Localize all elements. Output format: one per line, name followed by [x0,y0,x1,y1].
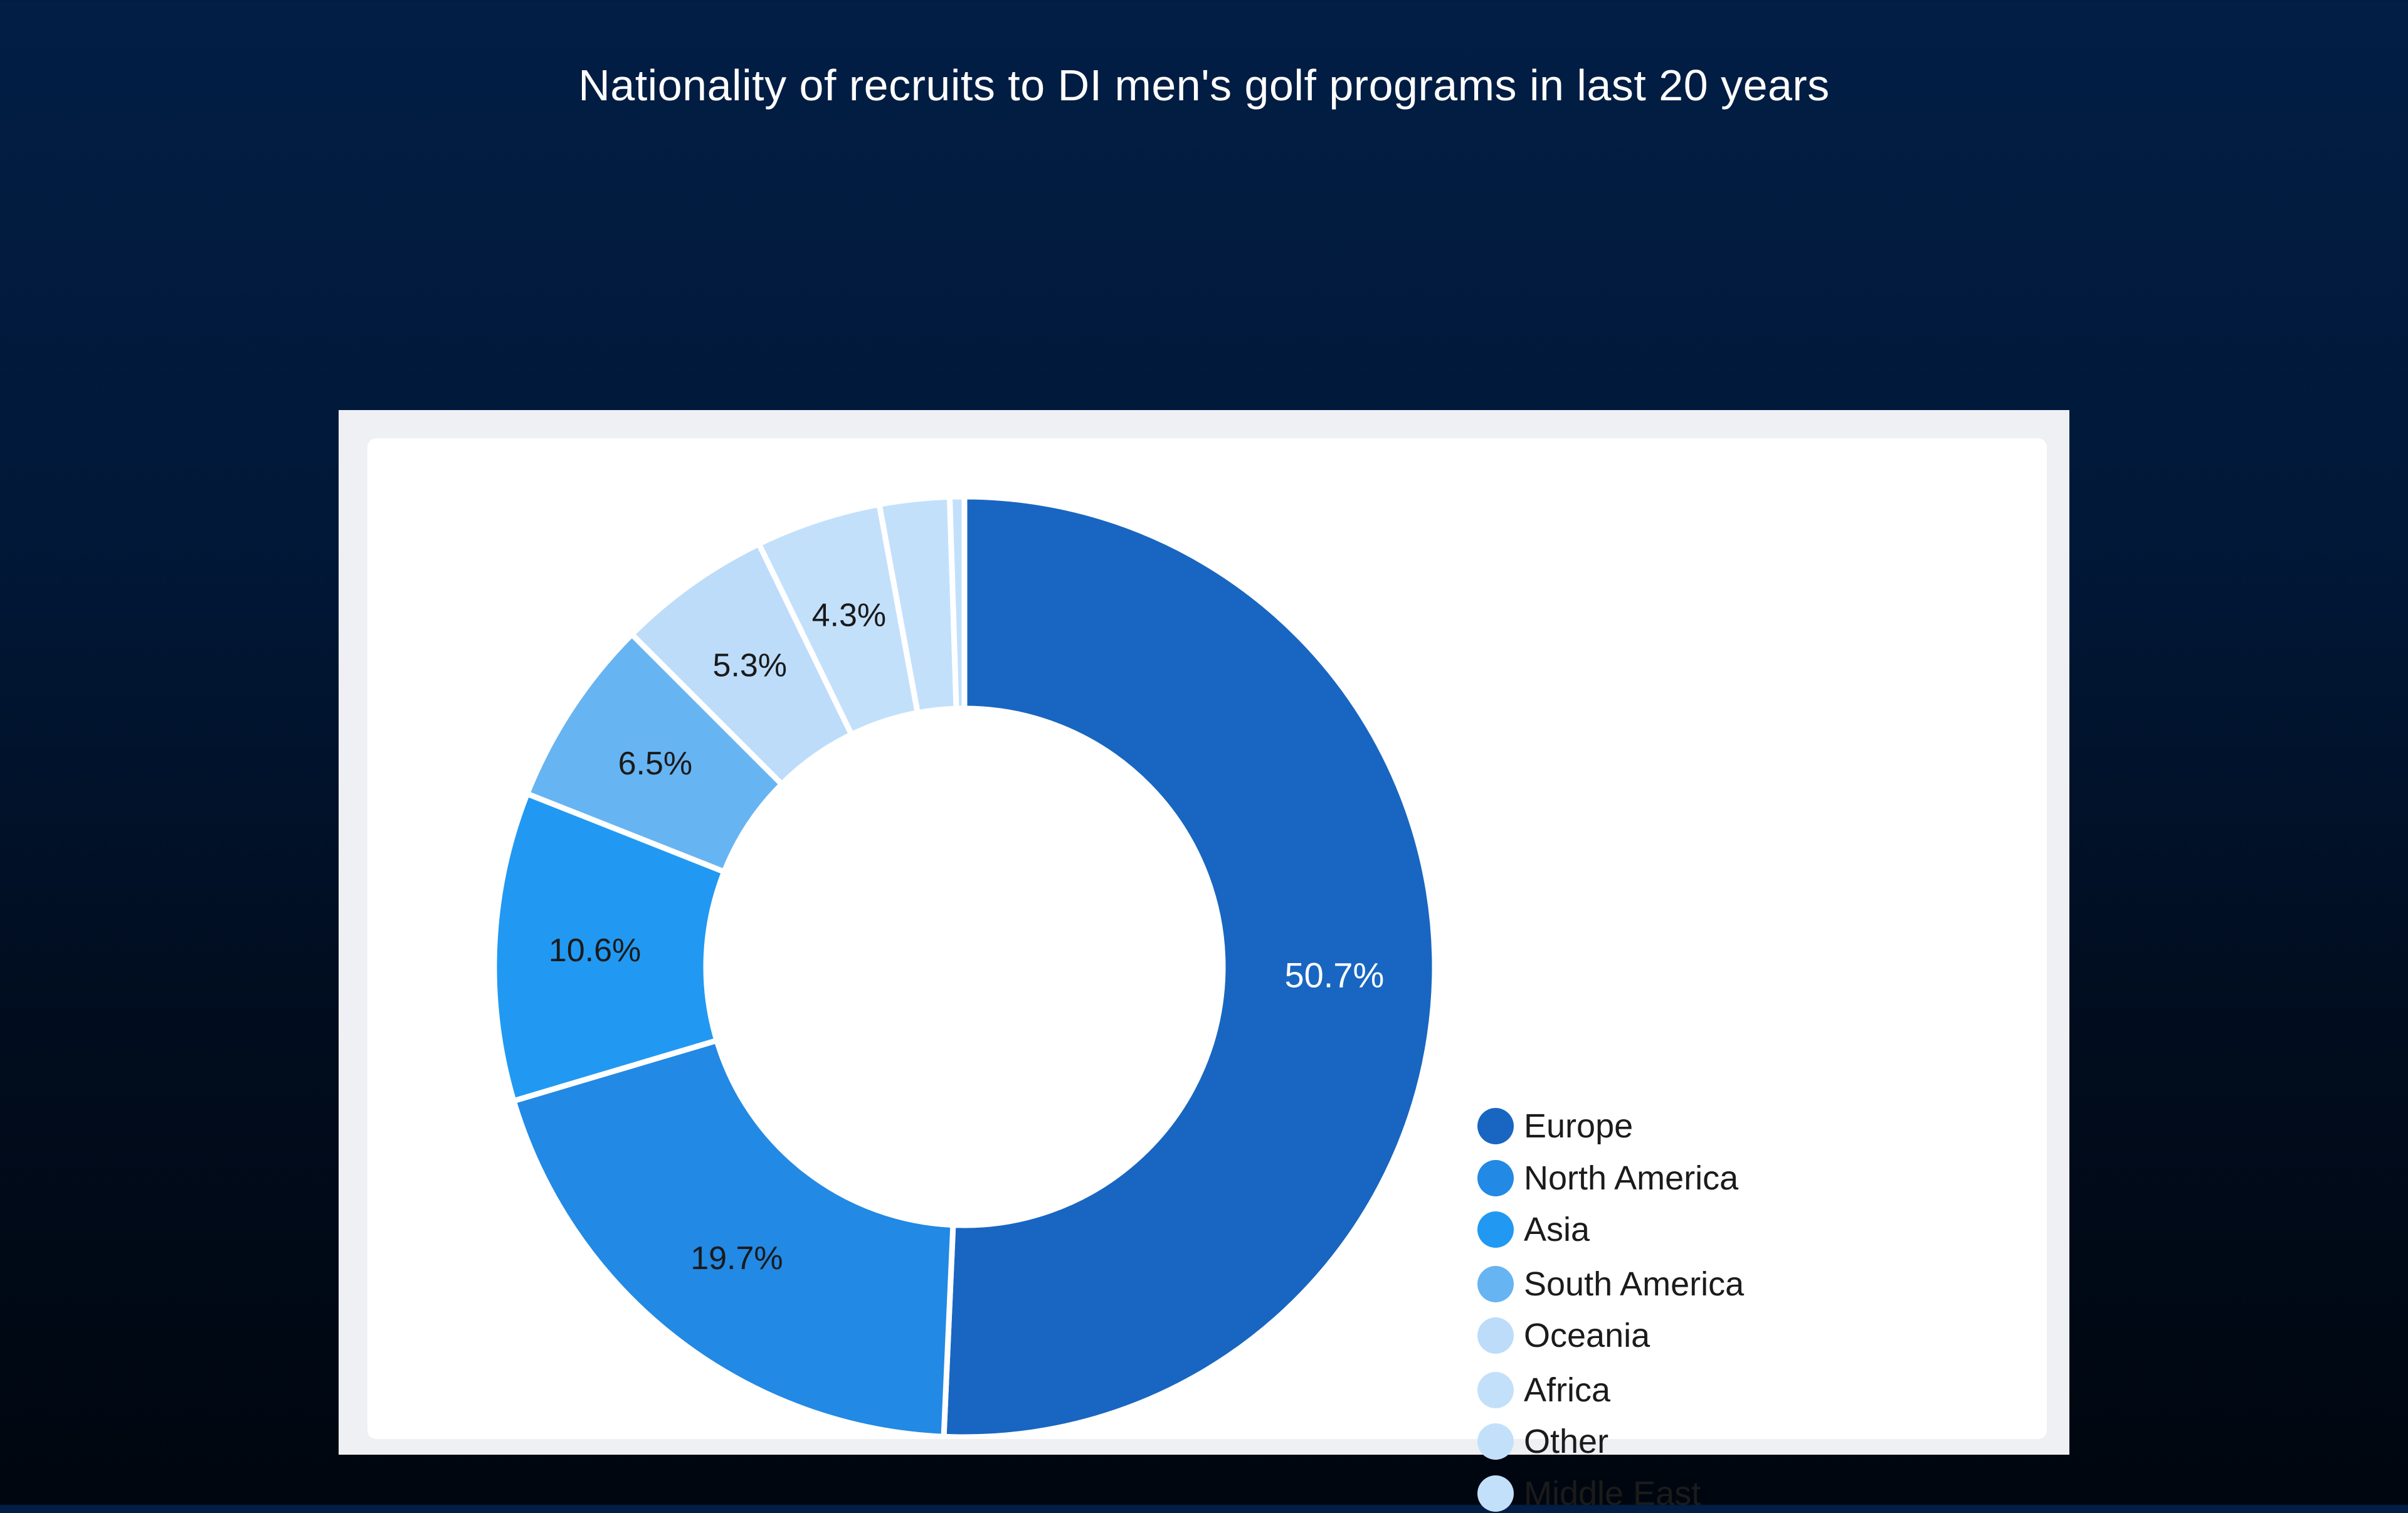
donut-slice-asia [491,790,728,1105]
legend-label-south-america: South America [1524,1265,1745,1303]
legend-swatch-oceania [1477,1317,1514,1354]
slice-label-north-america: 19.7% [690,1240,783,1277]
legend-label-other: Other [1524,1423,1609,1460]
page-title: Nationality of recruits to DI men's golf… [578,61,1830,110]
legend-item-asia: Asia [1477,1211,1590,1248]
legend-label-oceania: Oceania [1524,1317,1650,1354]
slice-label-south-america: 6.5% [618,746,693,782]
donut-slice-labels: 50.7% 19.7% 10.6% 6.5% 5.3% 4.3% [549,597,1384,1277]
donut-slice-europe [941,493,1438,1439]
slice-label-africa: 4.3% [812,597,887,633]
slice-label-europe: 50.7% [1284,955,1384,994]
legend-item-north-america: North America [1477,1159,1738,1197]
legend-item-oceania: Oceania [1477,1317,1650,1354]
donut-slice-middle-east [946,493,968,712]
legend-swatch-other [1477,1423,1514,1460]
legend-swatch-middle-east [1477,1475,1514,1512]
legend-label-north-america: North America [1524,1159,1739,1197]
legend-item-middle-east: Middle East [1477,1475,1701,1512]
legend-swatch-south-america [1477,1266,1514,1302]
legend-item-europe: Europe [1477,1107,1633,1145]
legend-item-south-america: South America [1477,1265,1744,1303]
donut-chart: 50.7% 19.7% 10.6% 6.5% 5.3% 4.3% [491,493,1438,1439]
legend-swatch-africa [1477,1372,1514,1408]
donut-slices [491,493,1438,1439]
donut-slice-north-america [510,1036,956,1439]
legend-swatch-europe [1477,1108,1514,1144]
legend-label-middle-east: Middle East [1524,1475,1701,1512]
legend-label-europe: Europe [1524,1107,1634,1145]
chart-card: 50.7% 19.7% 10.6% 6.5% 5.3% 4.3% Europe North … [367,438,2047,1512]
legend-label-asia: Asia [1524,1211,1590,1248]
legend-item-africa: Africa [1477,1371,1610,1409]
legend-label-africa: Africa [1524,1371,1611,1409]
slice-label-asia: 10.6% [549,932,641,969]
legend-swatch-north-america [1477,1160,1514,1196]
legend-swatch-asia [1477,1211,1514,1248]
legend-item-other: Other [1477,1423,1608,1460]
chart-frame: 50.7% 19.7% 10.6% 6.5% 5.3% 4.3% Europe North … [339,410,2069,1512]
slice-label-oceania: 5.3% [712,647,787,683]
